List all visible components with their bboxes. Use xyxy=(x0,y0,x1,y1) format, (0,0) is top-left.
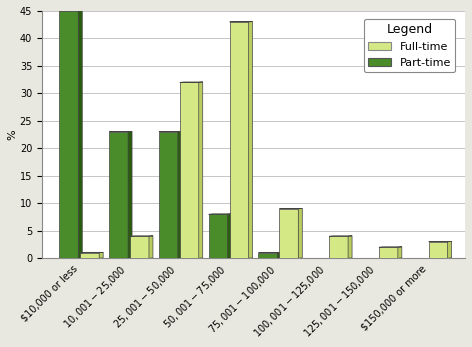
Polygon shape xyxy=(128,132,132,258)
Polygon shape xyxy=(429,241,452,242)
Polygon shape xyxy=(80,252,103,253)
Bar xyxy=(259,253,278,258)
Legend: Full-time, Part-time: Full-time, Part-time xyxy=(364,19,455,72)
Bar xyxy=(109,132,128,258)
Polygon shape xyxy=(149,236,153,258)
Polygon shape xyxy=(279,208,302,209)
Polygon shape xyxy=(228,214,232,258)
Bar xyxy=(379,247,398,258)
Polygon shape xyxy=(298,208,302,258)
Polygon shape xyxy=(59,10,82,11)
Bar xyxy=(209,214,228,258)
Bar xyxy=(279,209,298,258)
Polygon shape xyxy=(398,247,402,258)
Bar xyxy=(80,253,99,258)
Bar xyxy=(130,236,149,258)
Bar xyxy=(429,242,447,258)
Bar xyxy=(229,22,249,258)
Bar xyxy=(329,236,348,258)
Y-axis label: %: % xyxy=(7,129,17,140)
Polygon shape xyxy=(99,252,103,258)
Polygon shape xyxy=(78,10,82,258)
Bar xyxy=(180,82,199,258)
Polygon shape xyxy=(348,236,352,258)
Polygon shape xyxy=(199,82,203,258)
Polygon shape xyxy=(278,252,281,258)
Bar xyxy=(59,11,78,258)
Polygon shape xyxy=(447,241,452,258)
Polygon shape xyxy=(249,22,253,258)
Polygon shape xyxy=(259,252,281,253)
Bar xyxy=(159,132,178,258)
Polygon shape xyxy=(178,132,182,258)
